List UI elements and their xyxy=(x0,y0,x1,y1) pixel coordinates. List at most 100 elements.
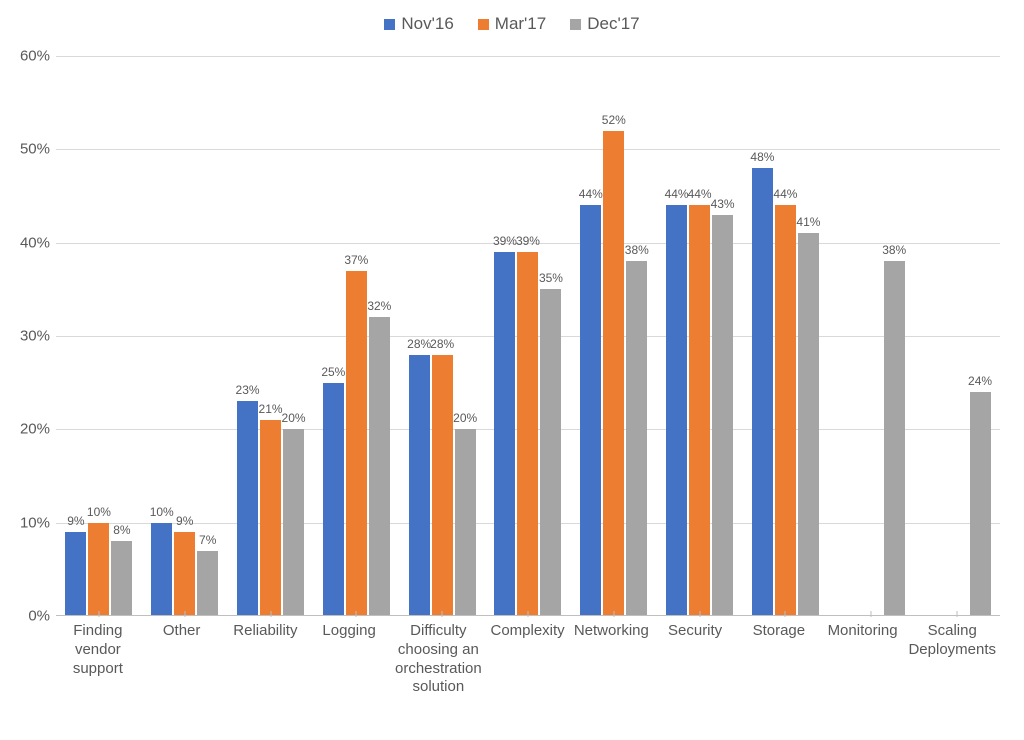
bar-value-label: 41% xyxy=(796,215,820,229)
bar-value-label: 20% xyxy=(453,411,477,425)
bar: 28% xyxy=(432,355,453,616)
y-axis-label: 40% xyxy=(10,234,50,251)
y-axis-label: 0% xyxy=(10,608,50,625)
bar-value-label: 39% xyxy=(516,234,540,248)
bar: 20% xyxy=(455,429,476,616)
bar-value-label: 10% xyxy=(150,505,174,519)
bar: 37% xyxy=(346,271,367,616)
x-axis-label: Reliability xyxy=(224,622,308,697)
bar-value-label: 7% xyxy=(199,533,216,547)
x-axis-label: Networking xyxy=(569,622,653,697)
x-axis-tick xyxy=(785,611,786,617)
legend-label: Dec'17 xyxy=(587,14,639,34)
category-group: 44%52%38% xyxy=(571,56,657,616)
bar: 7% xyxy=(197,551,218,616)
bar: 35% xyxy=(540,289,561,616)
x-axis-label: Security xyxy=(653,622,737,697)
x-axis-label: Logging xyxy=(307,622,391,697)
y-axis-label: 10% xyxy=(10,514,50,531)
bar-value-label: 10% xyxy=(87,505,111,519)
bars-row: 9%10%8% xyxy=(56,56,142,616)
bars-row: 28%28%20% xyxy=(399,56,485,616)
legend-label: Mar'17 xyxy=(495,14,546,34)
legend-item: Dec'17 xyxy=(570,14,639,34)
category-group: 10%9%7% xyxy=(142,56,228,616)
category-group: 25%37%32% xyxy=(313,56,399,616)
legend-swatch xyxy=(478,19,489,30)
bars-row: 39%39%35% xyxy=(485,56,571,616)
bar: 44% xyxy=(666,205,687,616)
x-axis-label: Monitoring xyxy=(821,622,905,697)
bar: 20% xyxy=(283,429,304,616)
bar: 28% xyxy=(409,355,430,616)
x-axis-line xyxy=(56,615,1000,616)
bar-value-label: 9% xyxy=(67,514,84,528)
bar: 10% xyxy=(88,523,109,616)
category-group: 9%10%8% xyxy=(56,56,142,616)
x-axis-tick xyxy=(98,611,99,617)
bars-row: 24% xyxy=(914,56,1000,616)
bar-value-label: 23% xyxy=(236,383,260,397)
bars-row: 23% 21%20% xyxy=(228,56,314,616)
bar: 39% xyxy=(517,252,538,616)
bar-value-label: 28% xyxy=(407,337,431,351)
bar-value-label: 9% xyxy=(176,514,193,528)
y-axis-label: 50% xyxy=(10,141,50,158)
bar-value-label: 48% xyxy=(750,150,774,164)
category-group: 44%44%43% xyxy=(657,56,743,616)
bars-row: 10%9%7% xyxy=(142,56,228,616)
x-axis-tick xyxy=(527,611,528,617)
category-group: 23% 21%20% xyxy=(228,56,314,616)
bar-value-label: 52% xyxy=(602,113,626,127)
x-axis-tick xyxy=(957,611,958,617)
bar: 44% xyxy=(689,205,710,616)
category-group: 39%39%35% xyxy=(485,56,571,616)
legend-item: Mar'17 xyxy=(478,14,546,34)
x-axis-label: Scaling Deployments xyxy=(904,622,1000,697)
legend-swatch xyxy=(384,19,395,30)
y-axis-label: 20% xyxy=(10,421,50,438)
bar: 44% xyxy=(775,205,796,616)
grouped-bar-chart: Nov'16Mar'17Dec'17 0%10%20%30%40%50%60% … xyxy=(0,0,1024,740)
x-axis-label: Other xyxy=(140,622,224,697)
legend-item: Nov'16 xyxy=(384,14,453,34)
bar: 9% xyxy=(65,532,86,616)
plot-area: 0%10%20%30%40%50%60% 9%10%8%10%9%7%23%21… xyxy=(56,56,1000,616)
y-axis-label: 60% xyxy=(10,48,50,65)
bar-value-label: 28% xyxy=(430,337,454,351)
x-axis-label: Difficulty choosing an orchestration sol… xyxy=(391,622,486,697)
bar: 39% xyxy=(494,252,515,616)
bars-row: 38% xyxy=(828,56,914,616)
bars-row: 44%52%38% xyxy=(571,56,657,616)
x-axis-tick xyxy=(184,611,185,617)
bar-value-label: 20% xyxy=(282,411,306,425)
bar-value-label: 37% xyxy=(344,253,368,267)
x-axis-label: Storage xyxy=(737,622,821,697)
x-axis-tick xyxy=(871,611,872,617)
x-axis-tick xyxy=(270,611,271,617)
bars-row: 44%44%43% xyxy=(657,56,743,616)
bar: 8% xyxy=(111,541,132,616)
bar: 25% xyxy=(323,383,344,616)
bar: 24% xyxy=(970,392,991,616)
bar: 41% xyxy=(798,233,819,616)
bar-value-label: 8% xyxy=(113,523,130,537)
legend-label: Nov'16 xyxy=(401,14,453,34)
bar-value-label: 32% xyxy=(367,299,391,313)
category-group: 28%28%20% xyxy=(399,56,485,616)
bar: 21% xyxy=(260,420,281,616)
category-groups: 9%10%8%10%9%7%23%21%20%25%37%32%28%28%20… xyxy=(56,56,1000,616)
x-axis-tick xyxy=(356,611,357,617)
x-axis-tick xyxy=(699,611,700,617)
x-axis-label: Finding vendor support xyxy=(56,622,140,697)
bar-value-label: 24% xyxy=(968,374,992,388)
bars-row: 25%37%32% xyxy=(313,56,399,616)
bar-value-label: 35% xyxy=(539,271,563,285)
bar: 32% xyxy=(369,317,390,616)
x-axis-tick xyxy=(442,611,443,617)
bar-value-label: 44% xyxy=(688,187,712,201)
x-axis-label: Complexity xyxy=(486,622,570,697)
bar: 9% xyxy=(174,532,195,616)
bar-value-label: 44% xyxy=(579,187,603,201)
bar-value-label: 44% xyxy=(773,187,797,201)
